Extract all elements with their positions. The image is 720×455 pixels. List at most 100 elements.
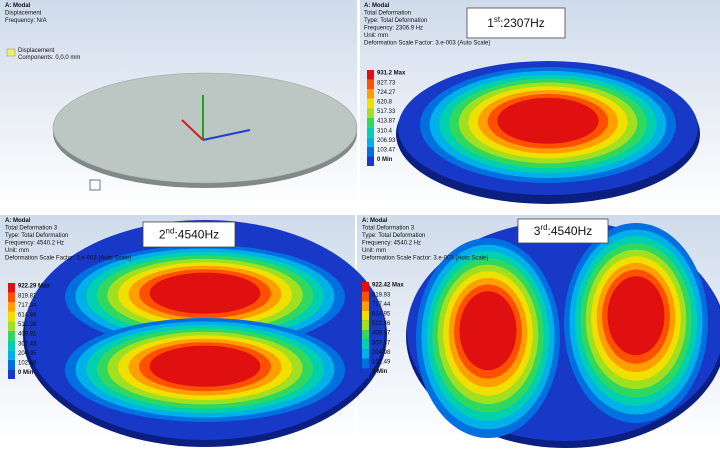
scale-label: 204.95 [18, 351, 37, 357]
scale-swatch [367, 70, 374, 80]
scale-label: 310.4 [377, 128, 393, 134]
scale-label: 409.97 [372, 331, 391, 337]
scale-label: 724.27 [377, 90, 396, 96]
legend-note: Components: 0,0,0 mm [18, 55, 80, 61]
scale-swatch [367, 137, 374, 147]
mode-number: 3 [534, 224, 541, 238]
mode-label: 3rd:4540Hz [534, 223, 593, 238]
scale-swatch [362, 349, 369, 359]
scale-label: 307.43 [18, 341, 37, 347]
scale-label: 614.86 [18, 313, 37, 319]
scale-swatch [8, 321, 15, 331]
axis-x [202, 129, 251, 141]
mode-frequency: :4540Hz [548, 224, 593, 238]
scale-swatch [367, 146, 374, 157]
scale-swatch [367, 118, 374, 128]
scale-label: 307.47 [372, 340, 391, 346]
mode-suffix: st [494, 15, 501, 24]
header-line: Frequency: 4540.2 Hz [362, 241, 421, 247]
header-line: A: Modal [5, 218, 31, 224]
scale-label: 102.48 [18, 361, 37, 367]
mode-frequency: :2307Hz [500, 16, 545, 30]
header-line: Deformation Scale Factor: 3.e-003 (Auto … [362, 256, 488, 262]
scale-label: 922.29 Max [18, 284, 50, 290]
header-line: Frequency: N/A [5, 18, 47, 24]
header-line: Unit: mm [364, 33, 388, 39]
header-line: A: Modal [5, 3, 31, 9]
mode-label-box [142, 221, 236, 248]
header-line: Unit: mm [5, 248, 29, 254]
scale-swatch [8, 331, 15, 341]
scale-swatch [8, 302, 15, 312]
scale-label: 931.2 Max [377, 71, 406, 77]
scale-label: 206.93 [377, 138, 396, 144]
scale-label: 717.44 [372, 302, 391, 308]
triad-box [89, 179, 101, 191]
mode-number: 2 [159, 228, 166, 242]
mode-suffix: nd [166, 227, 175, 236]
header-line: Deformation Scale Factor: 3.e-003 (Auto … [5, 256, 131, 262]
legend-swatch [6, 48, 16, 57]
scale-label: 819.93 [372, 292, 391, 298]
header-line: A: Modal [362, 218, 388, 224]
contour-band [607, 276, 665, 356]
header-line: Type: Total Deformation [5, 233, 68, 239]
scale-label: 614.95 [372, 312, 391, 318]
scale-swatch [8, 369, 15, 379]
scale-swatch [362, 339, 369, 350]
header-line: Deformation Scale Factor: 3.e-003 (Auto … [364, 41, 490, 47]
scale-swatch [362, 368, 369, 378]
mode-label-box [517, 218, 609, 244]
scale-label: 717.34 [18, 303, 37, 309]
header-line: Type: Total Deformation [364, 18, 427, 24]
scale-label: 517.33 [377, 109, 396, 115]
scale-swatch [367, 156, 374, 166]
scale-swatch [367, 127, 374, 138]
header-line: Frequency: 4540.2 Hz [5, 241, 64, 247]
mode-label-box [466, 7, 566, 39]
header-line: Total Deformation [364, 11, 411, 17]
scale-label: 620.8 [377, 100, 393, 106]
scale-swatch [8, 359, 15, 370]
mode-suffix: rd [540, 223, 547, 232]
mode-label: 1st:2307Hz [487, 15, 545, 30]
scale-label: 0 Min [372, 369, 388, 375]
scale-label: 204.98 [372, 350, 391, 356]
disk [52, 72, 358, 184]
scale-swatch [367, 108, 374, 118]
scale-label: 827.73 [377, 80, 396, 86]
scale-label: 819.81 [18, 293, 37, 299]
mode-label: 2nd:4540Hz [159, 227, 219, 242]
mode-frequency: :4540Hz [174, 228, 219, 242]
legend-title: Displacement [18, 48, 55, 54]
scale-label: 0 Min [377, 157, 393, 163]
scale-swatch [367, 89, 374, 99]
scale-swatch [8, 283, 15, 293]
header-line: Type: Total Deformation [362, 233, 425, 239]
scale-label: 103.47 [377, 148, 396, 154]
contour-band [149, 345, 261, 387]
scale-swatch [367, 79, 374, 90]
scale-label: 922.42 Max [372, 283, 404, 289]
contour-band [149, 272, 261, 314]
scale-swatch [362, 301, 369, 311]
scale-label: 102.49 [372, 360, 391, 366]
header-line: Unit: mm [362, 248, 386, 254]
scale-swatch [362, 310, 369, 321]
scale-swatch [8, 350, 15, 360]
contour-band [459, 291, 517, 371]
scale-swatch [362, 320, 369, 330]
header-line: A: Modal [364, 3, 390, 9]
scale-swatch [362, 291, 369, 302]
scale-swatch [362, 330, 369, 340]
scale-label: 512.38 [18, 322, 37, 328]
scale-swatch [362, 358, 369, 369]
scale-label: 0 Min [18, 370, 34, 376]
scale-swatch [8, 292, 15, 303]
scale-swatch [8, 340, 15, 351]
contour-band [497, 97, 599, 144]
scale-swatch [367, 98, 374, 109]
header-line: Total Deformation 3 [362, 226, 415, 232]
scale-swatch [362, 282, 369, 292]
